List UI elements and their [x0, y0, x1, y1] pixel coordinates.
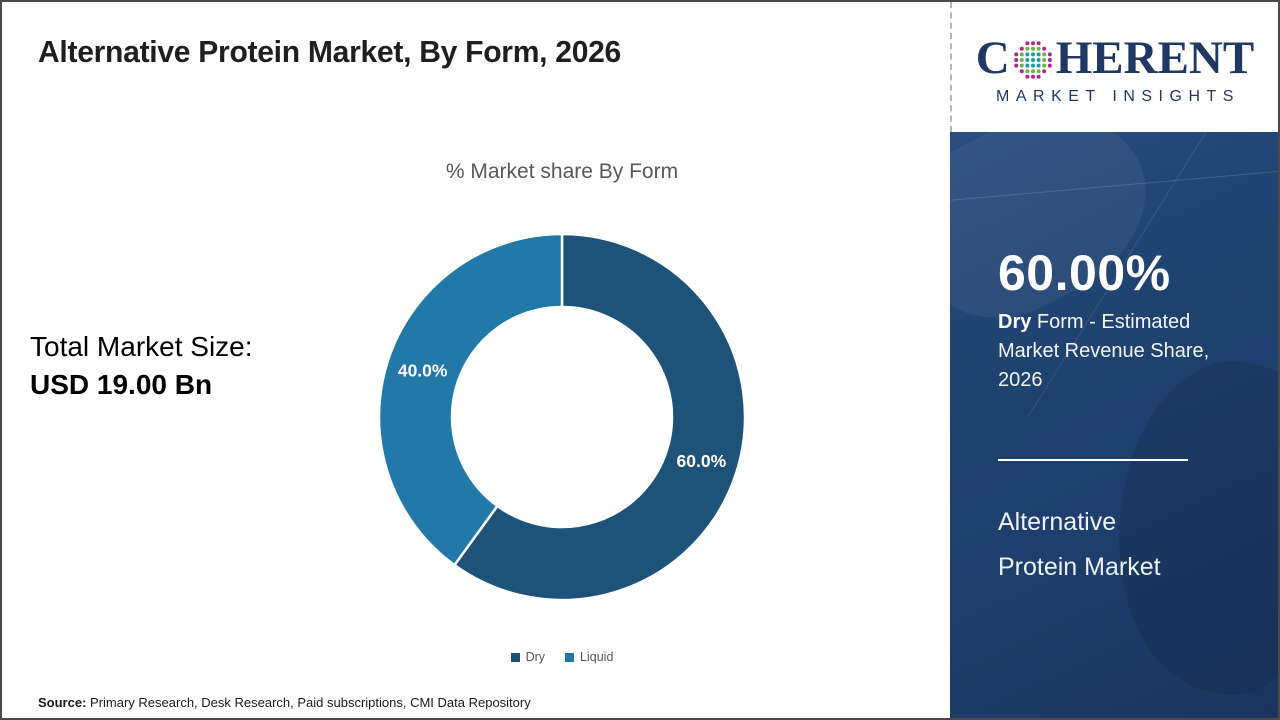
stat-description-rest: Form - Estimated Market Revenue Share, 2… [998, 311, 1210, 391]
sidebar-panel: 60.00% Dry Form - Estimated Market Reven… [950, 132, 1278, 718]
globe-dot [1041, 58, 1046, 62]
source-note: Source: Primary Research, Desk Research,… [38, 695, 531, 710]
globe-dot [1036, 46, 1041, 51]
chart-legend: Dry Liquid [372, 650, 752, 664]
legend-item-liquid: Liquid [565, 650, 613, 664]
sidebar: C HERENT MARKET INSIGHTS 60.00% Dry Form… [950, 2, 1278, 718]
globe-dot [1013, 58, 1018, 62]
globe-dot [1025, 58, 1030, 62]
globe-dot [1030, 52, 1035, 57]
legend-item-dry: Dry [510, 650, 546, 664]
donut-slice-liquid [377, 232, 564, 567]
globe-dot [1041, 69, 1046, 74]
globe-dot [1041, 63, 1046, 68]
donut-slice-dry [453, 232, 747, 602]
globe-dot [1030, 41, 1035, 46]
donut-slice-label: 60.0% [677, 451, 727, 471]
globe-dot [1019, 58, 1024, 62]
brand-letter-c: C [975, 31, 1010, 84]
globe-dot [1019, 46, 1024, 51]
globe-dot [1041, 46, 1046, 51]
market-name-line2: Protein Market [998, 553, 1161, 581]
globe-dot [1041, 52, 1046, 57]
market-name-line1: Alternative [998, 508, 1117, 536]
globe-dot [1013, 52, 1018, 57]
globe-dot [1019, 69, 1024, 74]
globe-dot [1025, 46, 1030, 51]
globe-dot [1036, 58, 1041, 62]
divider-line [998, 459, 1188, 461]
total-market-size-block: Total Market Size: USD 19.00 Bn [30, 328, 253, 404]
brand-subtitle: MARKET INSIGHTS [996, 87, 1240, 105]
chart-title: % Market share By Form [445, 160, 679, 183]
globe-dot [1036, 74, 1041, 79]
brand-wordmark: C HERENT [975, 31, 1255, 84]
globe-dot [1025, 74, 1030, 79]
page-title: Alternative Protein Market, By Form, 202… [38, 34, 622, 69]
globe-dot [1030, 69, 1035, 74]
globe-dot [1030, 74, 1035, 79]
globe-dot [1019, 63, 1024, 68]
globe-dot [1025, 69, 1030, 74]
legend-swatch [565, 652, 575, 662]
globe-dot [1036, 52, 1041, 57]
globe-dot [1030, 58, 1035, 62]
market-name: Alternative Protein Market [998, 500, 1161, 590]
globe-dot [1030, 46, 1035, 51]
globe-dot [1025, 52, 1030, 57]
globe-dot [1013, 63, 1018, 68]
globe-dot [1025, 41, 1030, 46]
dotted-globe-icon [1013, 41, 1052, 79]
globe-dot [1036, 63, 1041, 68]
brand-word-rest: HERENT [1055, 31, 1255, 84]
legend-label: Liquid [580, 650, 614, 664]
brand-logo: C HERENT MARKET INSIGHTS [950, 2, 1278, 132]
total-market-size-label: Total Market Size: [30, 331, 253, 362]
highlight-stat-value: 60.00% [998, 245, 1171, 301]
legend-swatch [510, 652, 520, 662]
highlight-stat-description: Dry Form - Estimated Market Revenue Shar… [998, 308, 1243, 395]
globe-dot [1036, 41, 1041, 46]
source-text: Primary Research, Desk Research, Paid su… [86, 695, 531, 710]
globe-dot [1036, 69, 1041, 74]
globe-dot [1030, 63, 1035, 68]
globe-dot [1047, 63, 1052, 68]
stat-segment-name: Dry [998, 311, 1032, 333]
donut-slice-label: 40.0% [398, 360, 448, 380]
globe-dot [1047, 52, 1052, 57]
legend-label: Dry [525, 650, 546, 664]
globe-dot [1019, 52, 1024, 57]
globe-dot [1047, 58, 1052, 62]
globe-dot [1025, 63, 1030, 68]
donut-chart: 60.0% 40.0% [377, 232, 747, 602]
source-label: Source: [38, 695, 87, 710]
total-market-size-value: USD 19.00 Bn [30, 369, 213, 400]
